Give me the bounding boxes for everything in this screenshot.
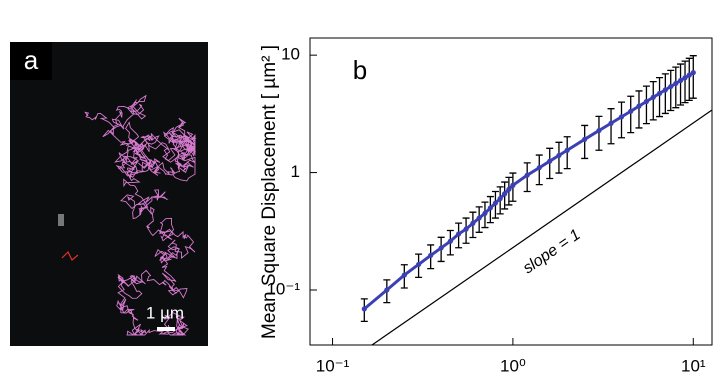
error-bar [667,70,674,110]
data-point [428,253,433,258]
data-point [657,91,662,96]
data-point [525,173,530,178]
data-point [470,221,475,226]
data-point [502,191,507,196]
data-point [477,215,482,220]
data-point [644,99,649,104]
figure: a 1 µm slope = 1 b Mean Square Displacem… [0,0,714,384]
data-point [362,306,367,311]
data-point [547,159,552,164]
error-bar [643,86,650,124]
data-point [636,104,641,109]
data-point [678,78,683,83]
data-point [439,245,444,250]
y-tick-label: 10⁻¹ [266,279,300,298]
data-point [556,153,561,158]
data-point [651,95,656,100]
data-point [565,148,570,153]
data-point [493,200,498,205]
error-bar [662,74,669,114]
data-point [510,183,515,188]
data-point [498,196,503,201]
panel-label: b [353,55,367,85]
data-point [488,205,493,210]
data-point [691,70,696,75]
data-point [582,137,587,142]
data-point [384,287,389,292]
data-point [619,114,624,119]
y-tick-label: 1 [291,162,300,181]
x-tick-label: 10⁻¹ [316,356,350,375]
data-point [463,227,468,232]
data-point [596,128,601,133]
data-point [628,109,633,114]
scale-bar-label: 1 µm [146,303,184,322]
data-point [663,87,668,92]
error-bar [635,91,642,128]
data-point [456,231,461,236]
error-bar [650,82,657,120]
error-bar [672,67,679,108]
data-point [608,121,613,126]
annotation: slope = 1 [520,226,583,277]
data-point [537,165,542,170]
y-tick-label: 10 [281,45,300,64]
trajectory-marker [58,214,64,226]
data-point [416,262,421,267]
error-bar [656,78,663,117]
trajectory-image [10,42,208,346]
data-point [673,81,678,86]
scale-bar [157,327,175,331]
page: a 1 µm slope = 1 b Mean Square Displacem… [0,0,714,384]
data-point [402,272,407,277]
data-point [506,187,511,192]
panel-label: a [24,45,39,75]
data-point [482,211,487,216]
x-tick-label: 10¹ [681,356,706,375]
x-tick-label: 10⁰ [500,356,526,375]
data-point [668,84,673,89]
plot-frame [310,38,712,345]
data-point [448,239,453,244]
reference-line [372,110,712,345]
